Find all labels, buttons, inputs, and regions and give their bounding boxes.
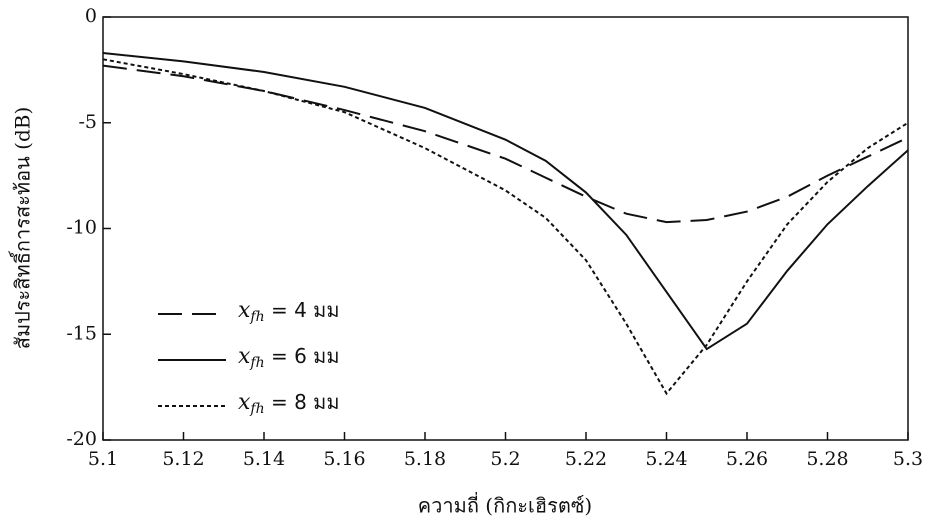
x-tick-label: 5.2 — [490, 448, 520, 470]
x-tick-label: 5.26 — [726, 448, 768, 470]
legend-label: xfh = 6 มม — [238, 344, 340, 372]
x-tick-label: 5.24 — [645, 448, 687, 470]
y-tick-label: -5 — [78, 111, 97, 133]
x-tick-label: 5.12 — [162, 448, 204, 470]
series-line — [102, 64, 909, 224]
plot-frame — [102, 16, 909, 441]
x-tick-label: 5.16 — [323, 448, 365, 470]
legend-label: xfh = 8 มม — [238, 390, 340, 418]
y-tick-label: -10 — [66, 217, 97, 239]
x-tick-label: 5.3 — [893, 448, 923, 470]
series-line — [102, 58, 909, 396]
x-tick-label: 5.28 — [806, 448, 848, 470]
x-axis-label: ความถี่ (กิกะเฮิรตซ์) — [418, 492, 592, 518]
x-tick-label: 5.14 — [243, 448, 285, 470]
y-axis-label: สัมประสิทธิ์การสะท้อน (dB) — [8, 107, 35, 350]
legend-label: xfh = 4 มม — [238, 298, 340, 326]
series-line — [102, 51, 909, 351]
x-tick-label: 5.22 — [565, 448, 607, 470]
y-tick-label: 0 — [85, 5, 97, 27]
x-tick-label: 5.18 — [404, 448, 446, 470]
y-tick-label: -15 — [66, 322, 97, 344]
y-tick-label: -20 — [66, 428, 97, 450]
x-tick-label: 5.1 — [88, 448, 118, 470]
